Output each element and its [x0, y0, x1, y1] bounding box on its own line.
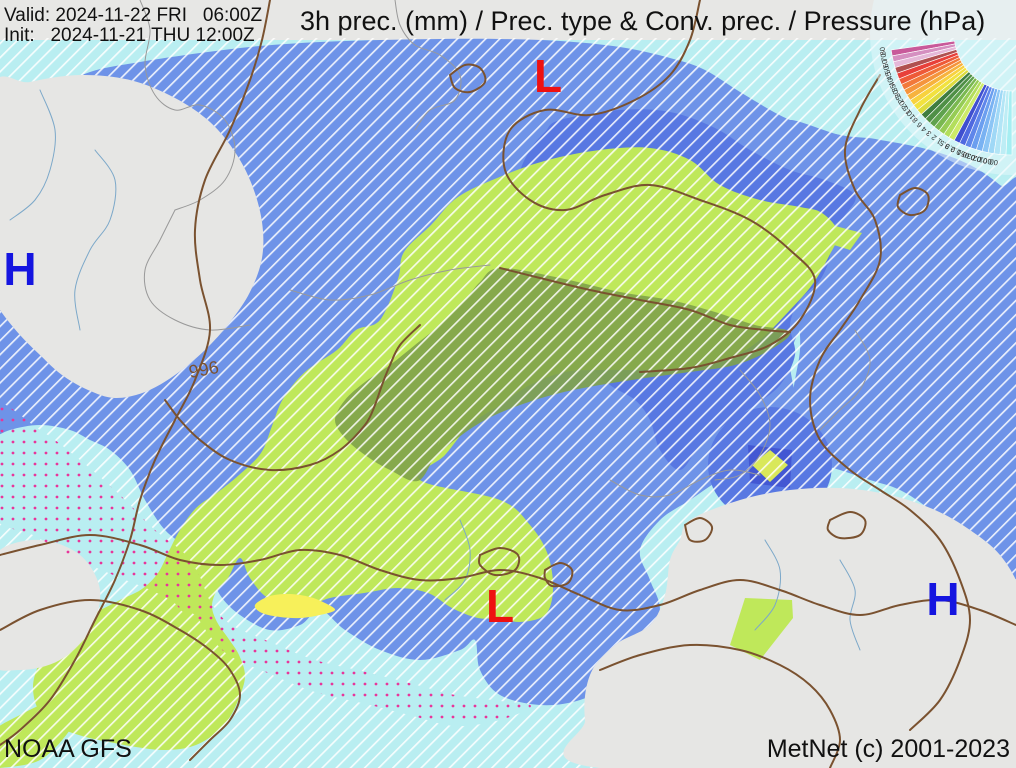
svg-text:H: H [926, 573, 959, 625]
svg-text:H: H [3, 243, 36, 295]
svg-text:L: L [534, 50, 562, 102]
svg-text:L: L [486, 580, 514, 632]
svg-text:0.0: 0.0 [987, 157, 999, 167]
